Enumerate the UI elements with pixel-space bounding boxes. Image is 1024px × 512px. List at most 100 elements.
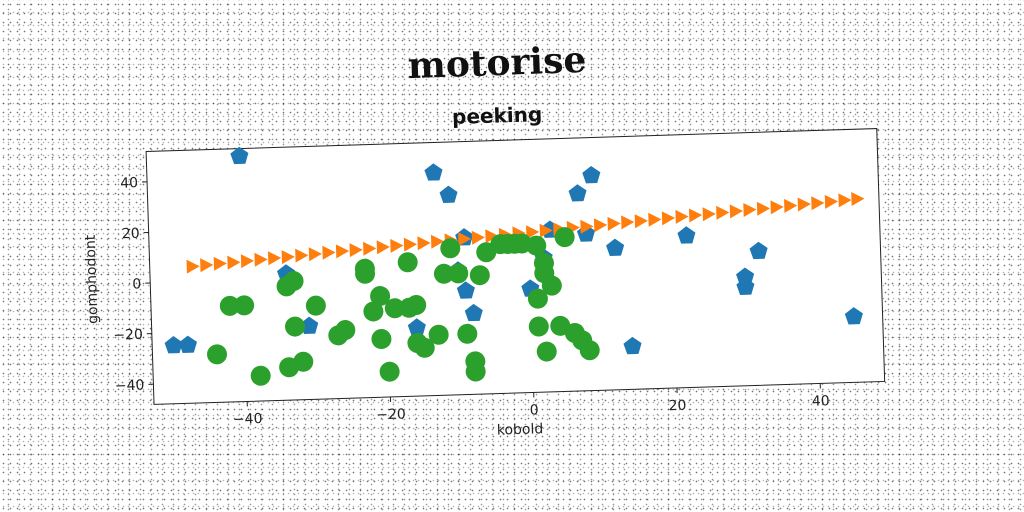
series-2-point	[417, 236, 431, 251]
series-1-point	[164, 336, 183, 354]
series-2-point	[267, 251, 282, 266]
series-2-point	[349, 243, 363, 258]
series-2-point	[688, 208, 703, 223]
series-2-point	[743, 202, 757, 217]
x-tick-label: 0	[530, 402, 539, 418]
ticks-layer: −40 −20 0 20 40 −40 −20 0 20 40	[113, 175, 830, 428]
series-3-point	[433, 263, 454, 284]
y-tick-label: −20	[113, 327, 143, 344]
series-2-point	[716, 205, 730, 220]
series-1-point	[178, 335, 198, 353]
series-2-point	[526, 225, 540, 240]
series-2-point	[811, 196, 825, 211]
series-3-point	[234, 295, 255, 316]
series-3-point	[541, 275, 562, 296]
x-tick-label: 40	[812, 393, 830, 410]
series-3-point	[371, 329, 392, 350]
series-3-point	[428, 324, 449, 345]
series-2-point	[593, 218, 608, 233]
y-tick-label: 0	[132, 276, 141, 292]
series-2-point	[580, 219, 594, 234]
series-3-point	[207, 344, 228, 365]
y-tick-label: 40	[120, 175, 138, 192]
y-tick-label: 20	[122, 226, 140, 243]
series-2-point	[240, 254, 255, 269]
series-3-point	[219, 295, 240, 316]
x-tick-label: −20	[376, 407, 406, 424]
series-1-point	[568, 184, 587, 202]
series-1-point	[439, 185, 458, 204]
series-2-point	[770, 200, 784, 215]
series-1-point	[582, 166, 601, 184]
series-3-point	[579, 340, 600, 361]
series-3-point	[335, 320, 356, 341]
series-2-point	[295, 248, 309, 263]
series-3-point	[285, 316, 306, 337]
series-2-point	[824, 194, 838, 209]
series-3-point	[448, 263, 469, 284]
series-3-point	[554, 227, 575, 248]
series-1-point	[606, 238, 625, 257]
series-2-point	[322, 245, 336, 260]
series-1-point	[300, 316, 319, 334]
x-tick-label: −40	[233, 411, 263, 428]
series-2-point	[281, 250, 295, 265]
x-axis-label: kobold	[497, 421, 544, 438]
series-1-point	[677, 226, 696, 244]
series-3-point	[397, 252, 418, 273]
series-2-point	[458, 232, 472, 247]
series-1-point	[230, 146, 249, 165]
series-2-point	[254, 252, 268, 267]
series-3-point	[440, 238, 461, 259]
series-3-point	[536, 341, 557, 362]
series-2-point	[430, 234, 445, 249]
marks-layer	[164, 146, 865, 386]
series-1-point	[844, 307, 863, 325]
series-2-point	[539, 223, 553, 238]
series-2-point	[661, 211, 676, 226]
series-3-point	[370, 286, 391, 307]
series-3-point	[528, 316, 549, 337]
series-3-point	[465, 361, 486, 382]
series-3-point	[379, 361, 400, 382]
series-3-point	[414, 337, 435, 358]
series-3-point	[283, 271, 304, 292]
x-tick-label: 20	[668, 398, 686, 415]
y-tick-label: −40	[115, 377, 145, 394]
series-2-point	[335, 244, 350, 259]
series-3-point	[305, 295, 326, 316]
series-2-point	[485, 229, 499, 244]
chart-subtitle: peeking	[452, 102, 543, 129]
series-1-point	[736, 267, 755, 285]
series-2-point	[675, 209, 689, 224]
series-3-point	[355, 263, 376, 284]
series-3-point	[526, 235, 547, 256]
series-3-point	[457, 323, 478, 344]
series-3-point	[527, 288, 548, 309]
chart-title: motorise	[407, 39, 587, 87]
series-1-point	[736, 277, 755, 295]
plot-area	[145, 128, 886, 405]
series-2-point	[797, 197, 811, 212]
series-2-point	[702, 207, 716, 222]
series-3-point	[363, 301, 384, 322]
plot-group: peeking −40 −20 0 20 40 −40 −20 0 20 40 kobold go…	[83, 102, 886, 439]
series-1-point	[623, 336, 642, 355]
series-2-point	[376, 240, 390, 255]
series-2-point	[390, 238, 404, 253]
series-2-point	[838, 193, 852, 208]
series-1-point	[749, 241, 768, 260]
series-1-point	[424, 163, 443, 181]
series-3-point	[250, 365, 271, 386]
series-3-point	[384, 298, 405, 319]
series-2-point	[621, 215, 635, 230]
series-2-point	[403, 237, 418, 252]
series-2-point	[648, 212, 662, 227]
series-2-point	[213, 256, 227, 271]
y-axis-label: gomphodont	[83, 234, 102, 324]
series-3-point	[279, 357, 300, 378]
series-2-point	[227, 255, 241, 270]
series-2-point	[784, 198, 798, 213]
series-2-point	[200, 258, 214, 273]
